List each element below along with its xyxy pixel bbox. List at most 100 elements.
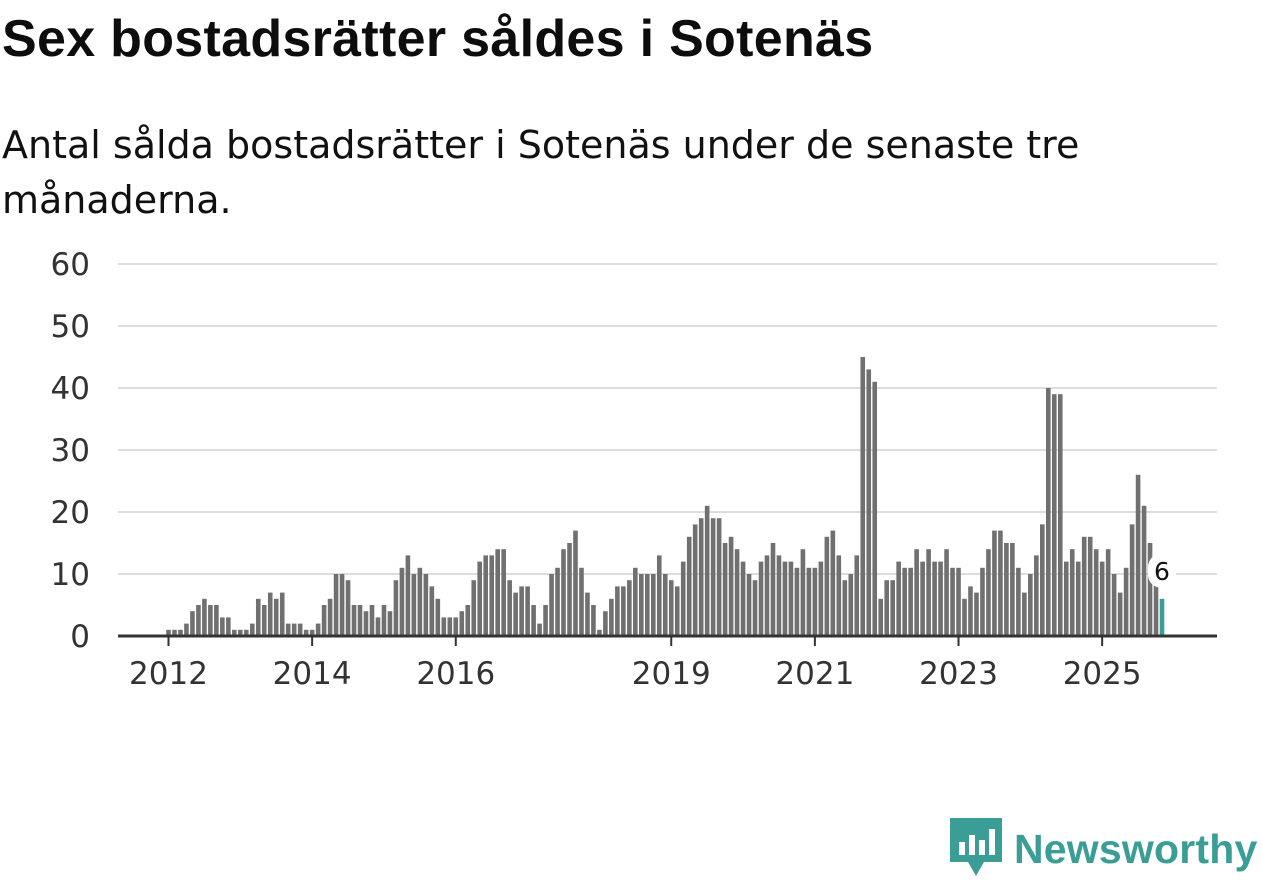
bar (722, 543, 728, 636)
bar (818, 561, 824, 636)
bar (944, 549, 949, 636)
bar (830, 530, 836, 636)
chart-subtitle: Antal sålda bostadsrätter i Sotenäs unde… (2, 123, 1080, 222)
bar (1153, 580, 1159, 636)
bar (878, 598, 884, 636)
bar (447, 617, 453, 636)
bar (285, 623, 291, 636)
bar (800, 549, 806, 636)
bar (872, 381, 878, 636)
bar (974, 592, 979, 636)
bar (998, 530, 1003, 636)
bar (621, 586, 626, 636)
bar (255, 598, 261, 636)
brand-name: Newsworthy (1014, 825, 1258, 872)
bar (920, 561, 925, 636)
bar (202, 598, 207, 636)
bar (932, 561, 937, 636)
bar (351, 605, 357, 636)
x-tick-label-2014: 2014 (273, 656, 352, 692)
bar (704, 505, 710, 636)
bar (645, 574, 650, 636)
bar (866, 369, 872, 636)
y-tick-label-20: 20 (51, 495, 90, 531)
bar (1129, 524, 1135, 636)
bar (369, 605, 375, 636)
y-tick-label-40: 40 (51, 371, 90, 407)
bar (950, 567, 955, 636)
bar (746, 574, 752, 636)
bar (1051, 394, 1057, 636)
bar (214, 605, 219, 636)
bar (339, 574, 345, 636)
bar (896, 561, 901, 636)
bar (812, 567, 818, 636)
bar (238, 629, 243, 636)
bar (208, 605, 213, 636)
bar (483, 555, 489, 636)
bar (956, 567, 961, 636)
x-tick-label-2019: 2019 (632, 656, 711, 692)
bar (261, 605, 267, 636)
bar (321, 605, 327, 636)
bar (387, 611, 393, 636)
y-tick-label-50: 50 (51, 309, 90, 345)
x-tick-label-2016: 2016 (416, 656, 495, 692)
bar (226, 617, 231, 636)
bar (585, 592, 590, 636)
bar (914, 549, 919, 636)
bar (639, 574, 644, 636)
bar (902, 567, 907, 636)
bar (297, 623, 303, 636)
bar (615, 586, 620, 636)
bar (824, 536, 830, 636)
bar (423, 574, 429, 636)
bar (345, 580, 351, 636)
bar (980, 567, 985, 636)
bar (1028, 574, 1033, 636)
bar (507, 580, 512, 636)
bar (591, 605, 596, 636)
newsworthy-brand[interactable]: Newsworthy (950, 818, 1258, 880)
bar (531, 605, 536, 636)
bar (609, 598, 614, 636)
bar (788, 561, 794, 636)
newsworthy-logo-icon (950, 818, 1002, 876)
bar (579, 567, 584, 636)
bar (698, 518, 704, 636)
bar (710, 518, 716, 636)
bar (806, 567, 812, 636)
bar (333, 574, 339, 636)
bar (327, 598, 333, 636)
bar (429, 586, 435, 636)
bar (166, 629, 171, 636)
bar (537, 623, 542, 636)
bar (968, 586, 973, 636)
bar (1069, 549, 1075, 636)
bar (489, 555, 494, 636)
bar (782, 561, 788, 636)
y-tick-label-30: 30 (51, 433, 90, 469)
bar (842, 580, 848, 636)
bar (668, 580, 674, 636)
bar (1010, 543, 1015, 636)
bar (656, 555, 662, 636)
bar-latest (1159, 598, 1165, 636)
bar (267, 592, 273, 636)
bar (1057, 394, 1063, 636)
bar (1093, 549, 1099, 636)
y-tick-label-60: 60 (51, 247, 90, 283)
bar (884, 580, 889, 636)
x-tick-label-2021: 2021 (775, 656, 854, 692)
bar (1099, 561, 1105, 636)
y-tick-label-10: 10 (51, 557, 90, 593)
y-tick-label-0: 0 (70, 619, 90, 655)
bar (1087, 536, 1093, 636)
bar (848, 574, 854, 636)
bar (926, 549, 931, 636)
bar (764, 555, 770, 636)
bar (291, 623, 297, 636)
bar (184, 623, 189, 636)
bar (740, 561, 746, 636)
bar (417, 567, 423, 636)
